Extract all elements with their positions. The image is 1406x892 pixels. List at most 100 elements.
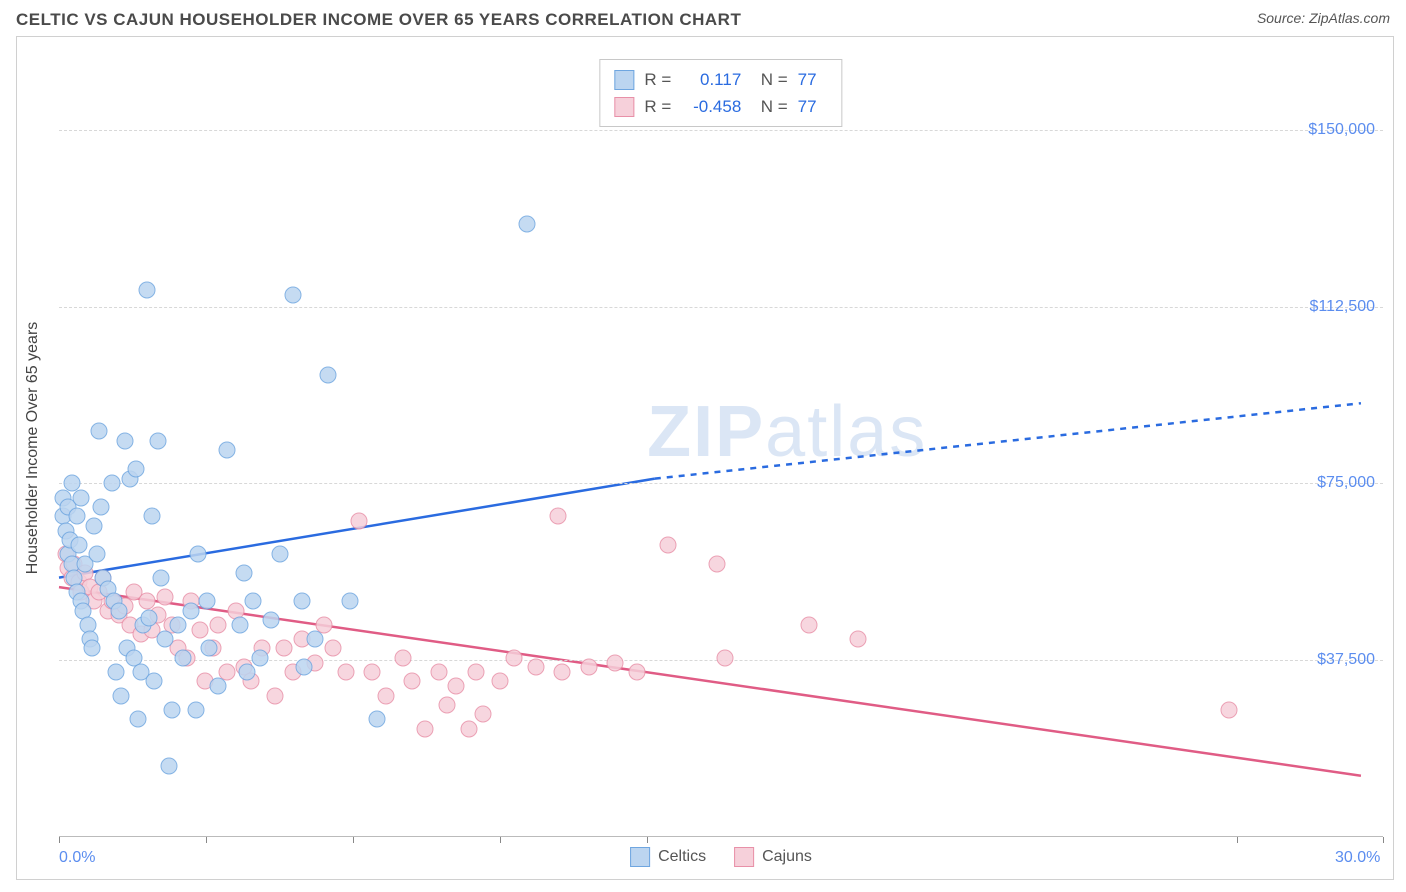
legend-item-celtics: Celtics bbox=[630, 847, 706, 867]
cajuns-point bbox=[276, 640, 293, 657]
cajuns-point bbox=[629, 663, 646, 680]
cajuns-point bbox=[549, 508, 566, 525]
celtics-point bbox=[150, 432, 167, 449]
cajuns-point bbox=[377, 687, 394, 704]
celtics-point bbox=[262, 612, 279, 629]
celtics-point bbox=[117, 432, 134, 449]
regression-lines bbox=[59, 59, 1383, 837]
x-tick-mark bbox=[206, 837, 207, 843]
cajuns-point bbox=[580, 659, 597, 676]
celtics-swatch-icon bbox=[614, 70, 634, 90]
stats-row-celtics: R = 0.117 N = 77 bbox=[614, 66, 827, 93]
cajuns-r-value: -0.458 bbox=[681, 93, 741, 120]
x-tick-mark bbox=[500, 837, 501, 843]
cajuns-point bbox=[607, 654, 624, 671]
celtics-point bbox=[236, 564, 253, 581]
chart-container: ZIPatlas Householder Income Over 65 year… bbox=[16, 36, 1394, 880]
cajuns-point bbox=[801, 616, 818, 633]
celtics-point bbox=[84, 640, 101, 657]
source-label: Source: ZipAtlas.com bbox=[1257, 10, 1390, 26]
celtics-point bbox=[90, 423, 107, 440]
cajuns-point bbox=[417, 720, 434, 737]
cajuns-point bbox=[337, 663, 354, 680]
legend-item-cajuns: Cajuns bbox=[734, 847, 812, 867]
celtics-point bbox=[156, 630, 173, 647]
grid-line bbox=[59, 130, 1383, 131]
celtics-point bbox=[163, 701, 180, 718]
celtics-point bbox=[209, 678, 226, 695]
celtics-point bbox=[70, 536, 87, 553]
celtics-r-value: 0.117 bbox=[681, 66, 741, 93]
cajuns-n-value: 77 bbox=[798, 93, 828, 120]
celtics-point bbox=[368, 711, 385, 728]
cajuns-point bbox=[849, 630, 866, 647]
celtics-point bbox=[68, 508, 85, 525]
cajuns-point bbox=[156, 588, 173, 605]
cajuns-point bbox=[554, 663, 571, 680]
celtics-point bbox=[295, 659, 312, 676]
celtics-point bbox=[73, 489, 90, 506]
celtics-point bbox=[218, 442, 235, 459]
plot-area: ZIPatlas Householder Income Over 65 year… bbox=[59, 59, 1383, 837]
cajuns-point bbox=[267, 687, 284, 704]
celtics-point bbox=[88, 546, 105, 563]
cajuns-swatch-icon bbox=[614, 97, 634, 117]
x-axis bbox=[59, 836, 1383, 837]
celtics-point bbox=[143, 508, 160, 525]
celtics-point bbox=[130, 711, 147, 728]
stats-row-cajuns: R = -0.458 N = 77 bbox=[614, 93, 827, 120]
celtics-point bbox=[251, 649, 268, 666]
cajuns-point bbox=[364, 663, 381, 680]
celtics-point bbox=[271, 546, 288, 563]
cajuns-point bbox=[448, 678, 465, 695]
cajuns-point bbox=[192, 621, 209, 638]
celtics-point bbox=[128, 461, 145, 478]
celtics-point bbox=[112, 687, 129, 704]
celtics-point bbox=[306, 630, 323, 647]
cajuns-point bbox=[468, 663, 485, 680]
celtics-point bbox=[141, 609, 158, 626]
y-tick-label: $37,500 bbox=[1317, 651, 1375, 669]
x-tick-label: 30.0% bbox=[1335, 849, 1380, 867]
celtics-point bbox=[231, 616, 248, 633]
cajuns-point bbox=[395, 649, 412, 666]
watermark: ZIPatlas bbox=[647, 391, 927, 473]
celtics-point bbox=[170, 616, 187, 633]
cajuns-point bbox=[492, 673, 509, 690]
cajuns-point bbox=[660, 536, 677, 553]
cajuns-point bbox=[474, 706, 491, 723]
cajuns-point bbox=[404, 673, 421, 690]
celtics-point bbox=[103, 475, 120, 492]
y-tick-label: $150,000 bbox=[1308, 121, 1375, 139]
grid-line bbox=[59, 307, 1383, 308]
celtics-swatch-icon bbox=[630, 847, 650, 867]
y-axis-label: Householder Income Over 65 years bbox=[24, 322, 42, 575]
series-legend: Celtics Cajuns bbox=[630, 847, 812, 867]
celtics-point bbox=[198, 593, 215, 610]
celtics-point bbox=[238, 663, 255, 680]
celtics-point bbox=[139, 282, 156, 299]
cajuns-point bbox=[324, 640, 341, 657]
celtics-point bbox=[187, 701, 204, 718]
celtics-point bbox=[145, 673, 162, 690]
celtics-point bbox=[161, 758, 178, 775]
cajuns-point bbox=[430, 663, 447, 680]
celtics-point bbox=[92, 498, 109, 515]
celtics-point bbox=[201, 640, 218, 657]
celtics-point bbox=[152, 569, 169, 586]
cajuns-point bbox=[461, 720, 478, 737]
celtics-point bbox=[245, 593, 262, 610]
cajuns-point bbox=[209, 616, 226, 633]
celtics-point bbox=[190, 546, 207, 563]
x-tick-mark bbox=[1237, 837, 1238, 843]
celtics-point bbox=[518, 216, 535, 233]
cajuns-point bbox=[505, 649, 522, 666]
y-tick-label: $75,000 bbox=[1317, 474, 1375, 492]
x-tick-mark bbox=[1383, 837, 1384, 843]
cajuns-swatch-icon bbox=[734, 847, 754, 867]
cajuns-point bbox=[1220, 701, 1237, 718]
celtics-point bbox=[174, 649, 191, 666]
celtics-point bbox=[108, 663, 125, 680]
x-tick-label: 0.0% bbox=[59, 849, 95, 867]
celtics-point bbox=[284, 286, 301, 303]
